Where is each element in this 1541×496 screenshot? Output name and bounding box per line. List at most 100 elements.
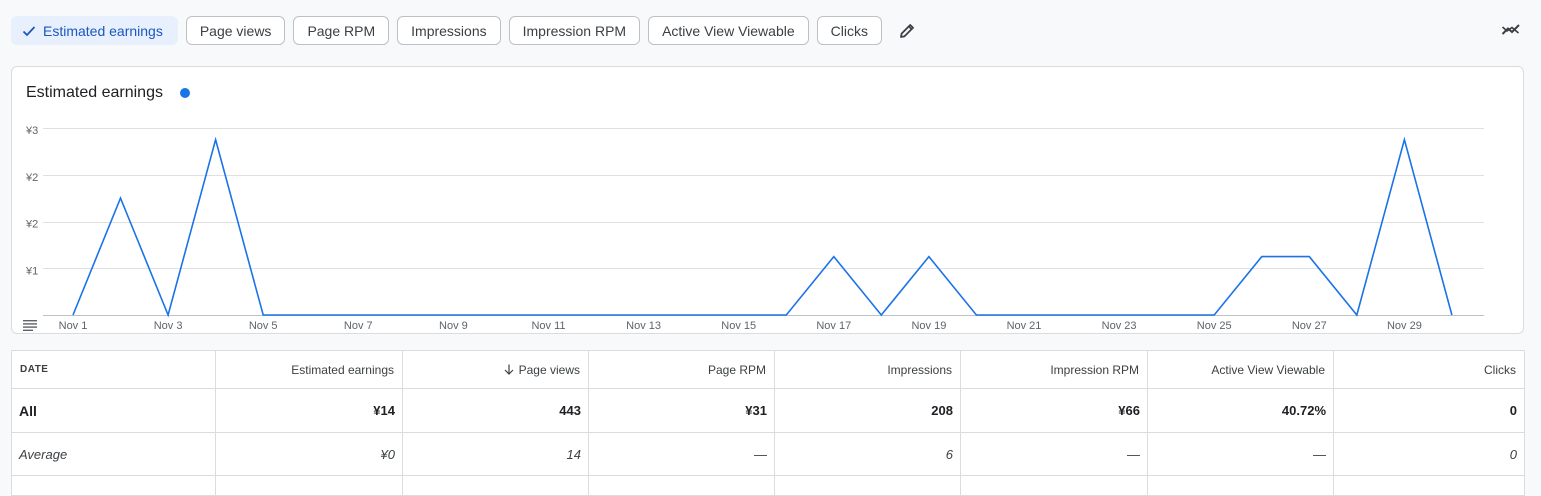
table-cell: 208 [774,388,961,433]
column-header-impressions[interactable]: Impressions [774,350,961,389]
data-point [1212,313,1216,317]
table-cell: — [588,432,775,476]
data-point [119,196,123,200]
y-tick-label: ¥1 [25,265,38,277]
data-point [261,313,265,317]
x-tick-label: Nov 11 [531,320,565,332]
data-point [71,313,75,317]
chip-label: Clicks [830,22,868,39]
check-icon [22,25,36,36]
trend-icon [1501,24,1520,35]
chip-label: Page RPM [307,22,376,39]
table-cell: ¥31 [588,388,775,433]
x-tick-label: Nov 3 [154,320,183,332]
chip-label: Impressions [411,22,487,39]
column-header-active-view-viewable[interactable]: Active View Viewable [1147,350,1334,389]
column-header-impression-rpm[interactable]: Impression RPM [960,350,1148,389]
table-cell: All [11,388,216,433]
chip-page-views[interactable]: Page views [185,16,286,45]
table-cell [588,475,775,496]
data-point [832,255,836,259]
data-point [1260,255,1264,259]
x-tick-label: Nov 17 [816,320,851,332]
x-tick-label: Nov 5 [249,320,278,332]
column-header-date[interactable]: DATE [11,350,216,389]
x-tick-label: Nov 29 [1387,320,1422,332]
table-header-row: DATE Estimated earnings Page views Page … [11,350,1525,389]
table-cell [1147,475,1334,496]
y-tick-label: ¥3 [25,125,38,137]
column-label: Active View Viewable [1211,362,1325,377]
y-tick-label: ¥2 [25,219,38,231]
data-point [1070,313,1074,317]
data-point [166,313,170,317]
data-point [927,255,931,259]
series-line [72,136,1453,318]
table-cell: 0 [1333,432,1525,476]
x-tick-label: Nov 9 [439,320,468,332]
table-cell [774,475,961,496]
x-tick-label: Nov 23 [1102,320,1137,332]
table-cell [11,475,216,496]
edit-metrics-button[interactable] [896,20,918,42]
data-point [594,313,598,317]
table-cell: Average [11,432,216,476]
column-header-estimated-earnings[interactable]: Estimated earnings [215,350,403,389]
data-point [1355,313,1359,317]
column-label: Page RPM [707,362,766,377]
chip-active-view-viewable[interactable]: Active View Viewable [648,16,809,45]
report-table: DATE Estimated earnings Page views Page … [11,350,1525,496]
pencil-icon [900,23,914,38]
table-cell: 40.72% [1147,388,1334,433]
table-cell [402,475,589,496]
table-cell [960,475,1148,496]
table-cell: ¥0 [215,432,403,476]
table-cell: ¥14 [215,388,403,433]
table-cell [1333,475,1525,496]
table-cell: 14 [402,432,589,476]
table-cell [215,475,403,496]
data-point [1402,138,1406,142]
x-tick-label: Nov 27 [1292,320,1327,332]
table-row [11,475,1525,496]
table-row-average: Average ¥0 14 — 6 — — 0 [11,432,1525,476]
y-tick-label: ¥2 [25,172,38,184]
table-cell: ¥66 [960,388,1148,433]
chip-clicks[interactable]: Clicks [816,16,882,45]
x-tick-label: Nov 7 [344,320,373,332]
x-tick-label: Nov 13 [626,320,661,332]
chip-label: Estimated earnings [43,22,163,39]
x-tick-label: Nov 15 [721,320,756,332]
table-cell: — [1147,432,1334,476]
chip-label: Impression RPM [522,22,627,39]
data-point [879,313,883,317]
series-legend-dot [180,88,190,98]
table-cell: 0 [1333,388,1525,433]
chip-impressions[interactable]: Impressions [397,16,501,45]
data-point [1165,313,1169,317]
data-point [547,313,551,317]
arrow-down-icon [504,364,514,375]
chip-label: Page views [199,22,272,39]
chart-card: Estimated earnings ¥1 ¥2 ¥2 ¥3 Nov 1 Nov 3 Nov… [11,66,1524,334]
chip-label: Active View Viewable [662,22,795,39]
chip-page-rpm[interactable]: Page RPM [293,16,390,45]
data-point [404,313,408,317]
column-header-page-rpm[interactable]: Page RPM [588,350,775,389]
data-point [1117,313,1121,317]
column-header-page-views[interactable]: Page views [402,350,589,389]
chart-menu-icon[interactable] [23,320,37,331]
table-row-all: All ¥14 443 ¥31 208 ¥66 40.72% 0 [11,388,1525,433]
column-label: Impressions [887,362,952,377]
chip-impression-rpm[interactable]: Impression RPM [508,16,641,45]
x-tick-label: Nov 19 [911,320,946,332]
column-header-clicks[interactable]: Clicks [1333,350,1525,389]
column-label: Clicks [1484,362,1516,377]
trend-toggle-button[interactable] [1499,18,1523,42]
data-point [689,313,693,317]
chip-estimated-earnings[interactable]: Estimated earnings [11,16,178,45]
chart-title: Estimated earnings [26,84,163,101]
x-tick-label: Nov 25 [1197,320,1232,332]
data-point [1022,313,1026,317]
data-point [642,313,646,317]
